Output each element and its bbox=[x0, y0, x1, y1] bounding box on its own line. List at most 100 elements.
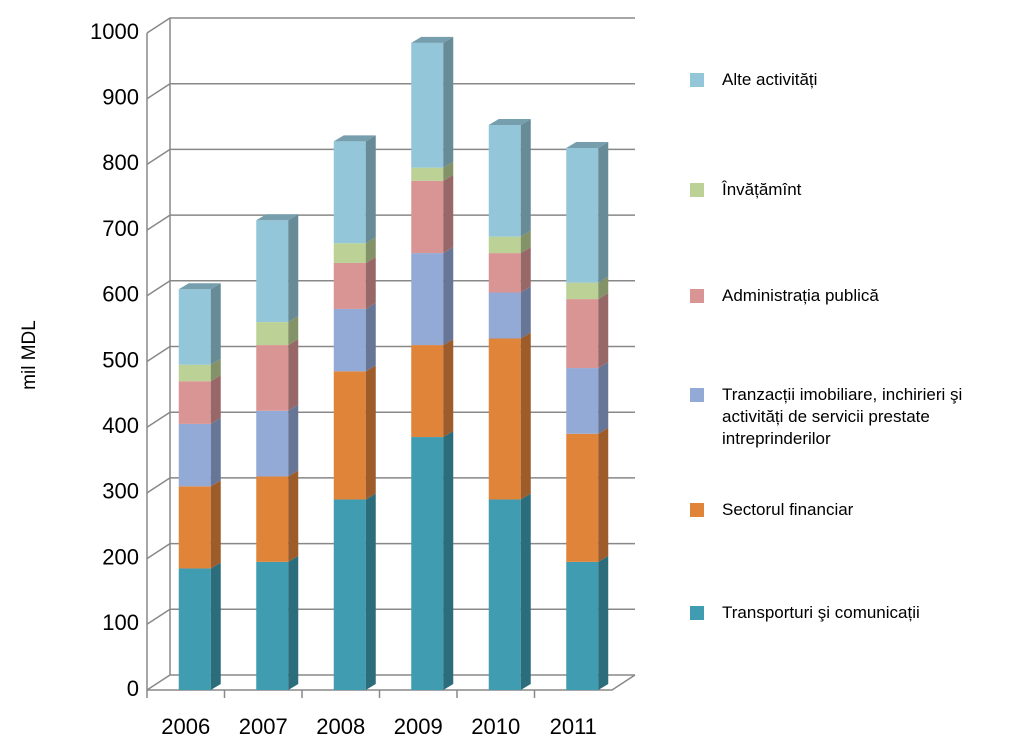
bar-side bbox=[443, 339, 454, 438]
bar-segment bbox=[256, 322, 289, 346]
bar-side bbox=[365, 256, 376, 309]
bar-segment bbox=[488, 253, 521, 293]
bar-segment bbox=[566, 561, 599, 690]
bar-segment bbox=[178, 381, 211, 424]
bar-side bbox=[443, 161, 454, 181]
bar-side bbox=[520, 118, 531, 237]
bar-segment bbox=[333, 308, 366, 372]
bar-segment bbox=[178, 364, 211, 382]
bar-side bbox=[520, 230, 531, 254]
bar-side bbox=[210, 480, 221, 569]
y-tick-label: 700 bbox=[102, 216, 139, 241]
bar-segment bbox=[333, 371, 366, 500]
y-tick-label: 300 bbox=[102, 479, 139, 504]
legend-item: Administrația publică bbox=[690, 285, 1017, 307]
bar-segment bbox=[566, 368, 599, 434]
x-tick-label: 2007 bbox=[239, 714, 288, 739]
x-tick-label: 2006 bbox=[161, 714, 210, 739]
bar-top bbox=[178, 283, 221, 290]
bar-side bbox=[598, 555, 609, 690]
bar-side bbox=[365, 493, 376, 690]
bar-segment bbox=[256, 561, 289, 690]
bar-side bbox=[288, 404, 299, 477]
legend-swatch bbox=[690, 606, 704, 620]
bar-segment bbox=[411, 167, 444, 181]
bar-segment bbox=[333, 243, 366, 263]
bar-side bbox=[365, 302, 376, 372]
legend-item: Învățămînt bbox=[690, 179, 1017, 201]
bar-segment bbox=[566, 282, 599, 300]
bar-segment bbox=[178, 423, 211, 487]
bar-side bbox=[210, 358, 221, 382]
x-tick-label: 2011 bbox=[550, 714, 597, 739]
bar-segment bbox=[256, 220, 289, 323]
bar-side bbox=[210, 417, 221, 487]
legend-swatch bbox=[690, 503, 704, 517]
bar-side bbox=[520, 286, 531, 339]
x-tick-label: 2010 bbox=[471, 714, 520, 739]
legend-label: Sectorul financiar bbox=[722, 500, 854, 519]
bar-side bbox=[598, 276, 609, 300]
y-tick-label: 500 bbox=[102, 347, 139, 372]
grid-line bbox=[146, 17, 635, 34]
bar-side bbox=[520, 247, 531, 293]
bar-side bbox=[365, 237, 376, 263]
bar-side bbox=[443, 36, 454, 168]
bar-top bbox=[333, 135, 376, 142]
grid-line bbox=[146, 148, 635, 166]
bar-segment bbox=[488, 124, 521, 237]
y-tick-label: 600 bbox=[102, 282, 139, 307]
bar-top bbox=[256, 214, 299, 221]
y-axis-label: mil MDL bbox=[19, 320, 40, 390]
y-tick-label: 200 bbox=[102, 544, 139, 569]
bar-side bbox=[288, 316, 299, 346]
bar-side bbox=[443, 247, 454, 346]
legend-item: Alte activități bbox=[690, 69, 1017, 91]
legend-label: Administrația publică bbox=[722, 286, 879, 305]
bar-segment bbox=[178, 486, 211, 569]
bar-segment bbox=[411, 42, 444, 168]
bar-segment bbox=[566, 433, 599, 562]
y-tick-label: 800 bbox=[102, 150, 139, 175]
bar-segment bbox=[178, 568, 211, 690]
bar-segment bbox=[488, 236, 521, 254]
bar-side bbox=[598, 141, 609, 283]
legend-swatch bbox=[690, 289, 704, 303]
bar-segment bbox=[256, 476, 289, 562]
bar-segment bbox=[411, 345, 444, 438]
bar-top bbox=[488, 118, 531, 125]
legend-swatch bbox=[690, 73, 704, 87]
bar-side bbox=[210, 562, 221, 690]
bar-side bbox=[365, 365, 376, 500]
legend-swatch bbox=[690, 388, 704, 402]
bar-segment bbox=[256, 345, 289, 411]
bar-side bbox=[365, 135, 376, 244]
grid-line bbox=[146, 82, 635, 100]
bar-side bbox=[288, 555, 299, 690]
bar-side bbox=[288, 339, 299, 411]
legend-swatch bbox=[690, 183, 704, 197]
y-tick-label: 1000 bbox=[90, 19, 139, 44]
bar-segment bbox=[178, 289, 211, 365]
bar-side bbox=[443, 174, 454, 254]
legend-label: Transporturi şi comunicații bbox=[722, 603, 920, 622]
bar-top bbox=[411, 36, 454, 43]
bar-side bbox=[210, 375, 221, 424]
legend: Alte activități Învățămînt Administrația p… bbox=[690, 0, 1020, 740]
y-tick-label: 100 bbox=[102, 610, 139, 635]
bar-side bbox=[288, 470, 299, 562]
bar-side bbox=[288, 214, 299, 323]
bar-segment bbox=[566, 147, 599, 283]
bar-segment bbox=[333, 499, 366, 690]
bar-side bbox=[443, 431, 454, 690]
legend-item: Tranzacții imobiliare, inchirieri şi act… bbox=[690, 384, 1017, 450]
bar-segment bbox=[566, 299, 599, 369]
bar-segment bbox=[333, 262, 366, 309]
bar-side bbox=[210, 283, 221, 365]
y-tick-label: 400 bbox=[102, 413, 139, 438]
legend-item: Transporturi şi comunicații bbox=[690, 602, 1017, 624]
x-tick-label: 2008 bbox=[316, 714, 365, 739]
bar-segment bbox=[411, 180, 444, 254]
